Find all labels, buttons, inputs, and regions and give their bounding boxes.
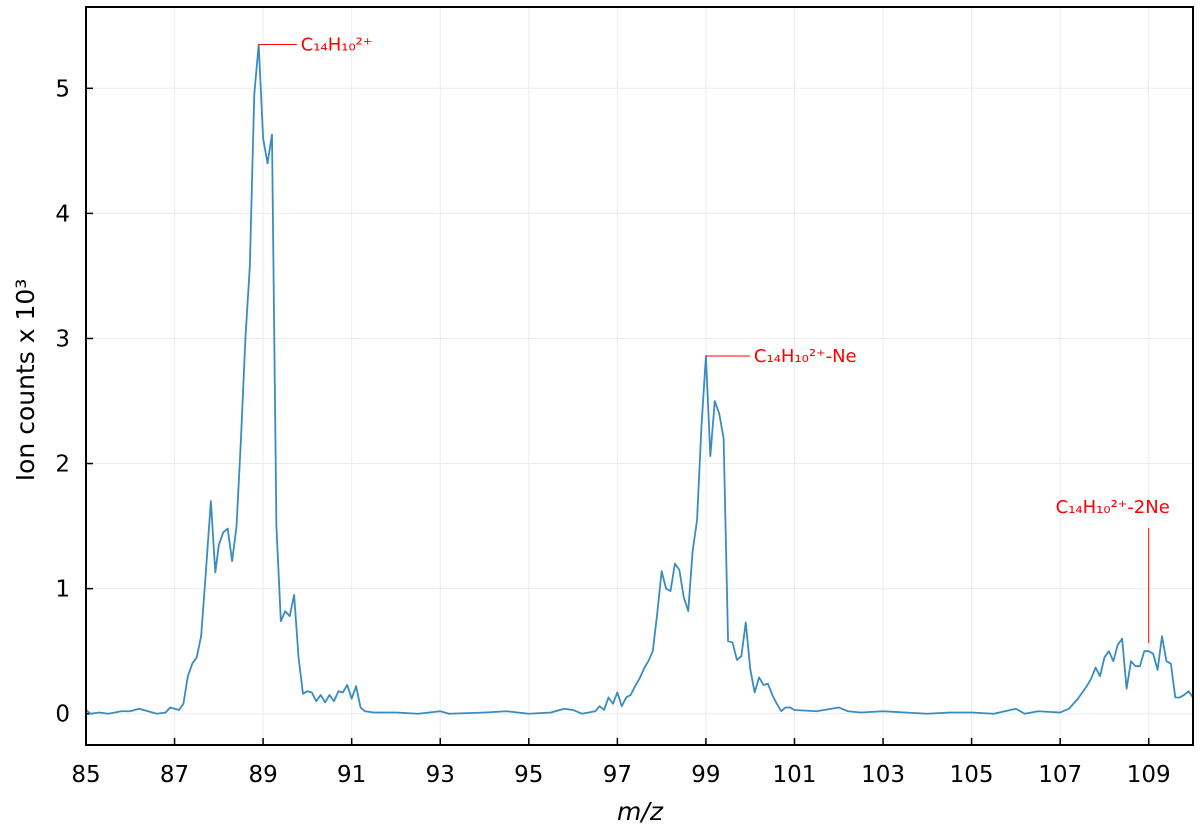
y-tick-label: 5 [55, 76, 70, 102]
y-axis-label: Ion counts x 10³ [11, 279, 40, 482]
y-tick-label: 4 [55, 201, 70, 227]
plot-frame [85, 6, 1194, 746]
annotation: C₁₄H₁₀²⁺ [301, 35, 373, 56]
x-tick-label: 99 [691, 762, 720, 788]
x-tick-label: 105 [950, 762, 994, 788]
x-tick-label: 93 [426, 762, 455, 788]
x-tick-label: 109 [1127, 762, 1171, 788]
x-tick-label: 87 [160, 762, 189, 788]
annotation: C₁₄H₁₀²⁺-Ne [754, 346, 857, 367]
data-line [85, 43, 1194, 715]
x-tick-label: 97 [603, 762, 632, 788]
x-tick-label: 95 [514, 762, 543, 788]
x-tick-label: 101 [773, 762, 817, 788]
y-tick-label: 0 [55, 702, 70, 728]
y-tick-label: 3 [55, 326, 70, 352]
annotation: C₁₄H₁₀²⁺-2Ne [1056, 497, 1170, 518]
x-tick-label: 107 [1038, 762, 1082, 788]
x-tick-label: 91 [337, 762, 366, 788]
x-tick-label: 89 [248, 762, 277, 788]
x-axis-label: m/z [617, 797, 664, 826]
x-tick-label: 103 [861, 762, 905, 788]
y-tick-label: 1 [55, 577, 70, 603]
y-tick-label: 2 [55, 452, 70, 478]
x-tick-label: 85 [71, 762, 100, 788]
